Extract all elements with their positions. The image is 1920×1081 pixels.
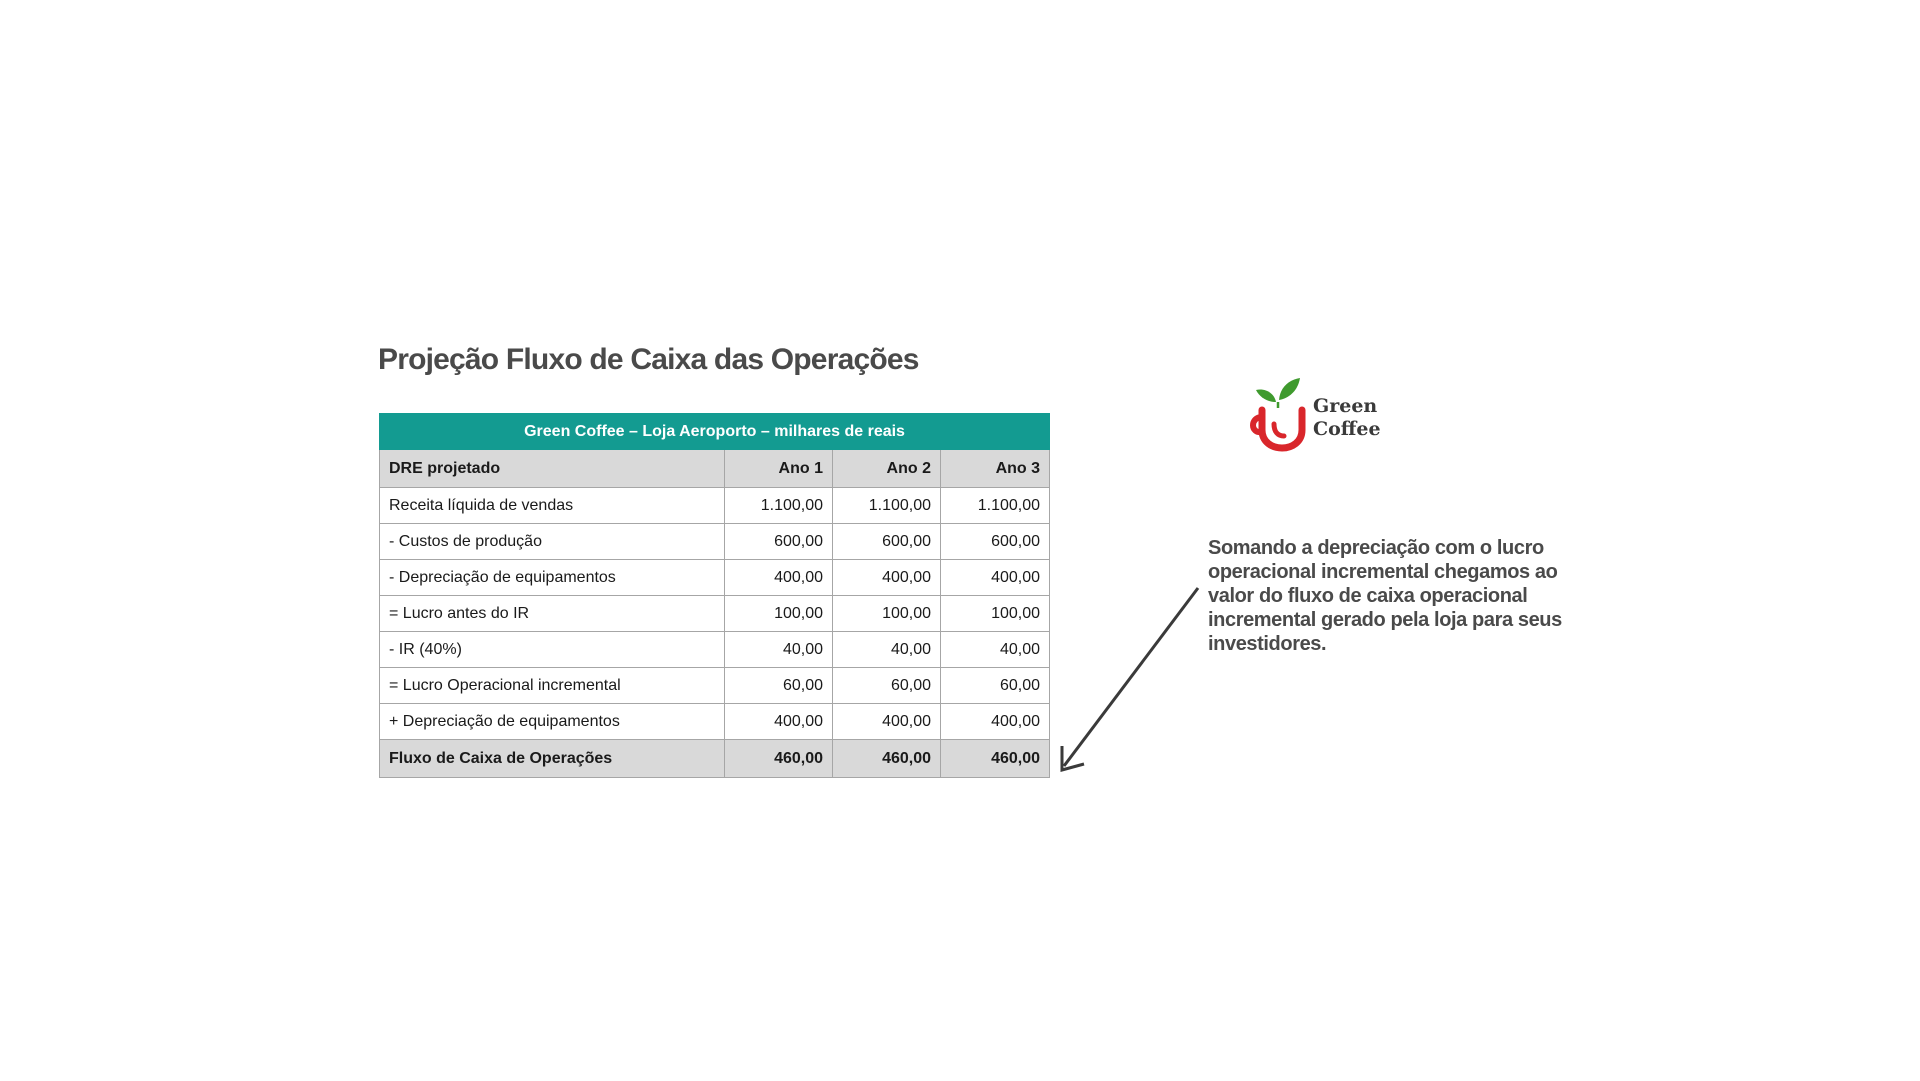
row-value: 400,00 xyxy=(832,703,941,740)
table-row: - IR (40%) 40,00 40,00 40,00 xyxy=(379,631,1051,668)
table-row: + Depreciação de equipamentos 400,00 400… xyxy=(379,703,1051,740)
header-cell: Ano 2 xyxy=(832,449,941,488)
row-value: 60,00 xyxy=(832,667,941,704)
row-value: 400,00 xyxy=(832,559,941,596)
pointer-arrow-icon xyxy=(1060,587,1200,772)
table-row: - Depreciação de equipamentos 400,00 400… xyxy=(379,559,1051,596)
row-value: 400,00 xyxy=(939,703,1051,740)
row-label: - Custos de produção xyxy=(379,523,725,560)
row-value: 60,00 xyxy=(939,667,1051,704)
logo-line-2: Coffee xyxy=(1313,418,1381,440)
row-value: 400,00 xyxy=(724,703,833,740)
table-row: = Lucro Operacional incremental 60,00 60… xyxy=(379,667,1051,704)
total-value: 460,00 xyxy=(832,739,941,778)
row-label: = Lucro antes do IR xyxy=(379,595,725,632)
table-row: - Custos de produção 600,00 600,00 600,0… xyxy=(379,523,1051,560)
table-total-row: Fluxo de Caixa de Operações 460,00 460,0… xyxy=(379,739,1051,778)
total-value: 460,00 xyxy=(724,739,833,778)
header-cell: Ano 3 xyxy=(939,449,1051,488)
total-label: Fluxo de Caixa de Operações xyxy=(379,739,725,778)
explanation-note: Somando a depreciação com o lucro operac… xyxy=(1208,537,1562,655)
row-value: 100,00 xyxy=(832,595,941,632)
total-value: 460,00 xyxy=(939,739,1051,778)
row-value: 40,00 xyxy=(939,631,1051,668)
row-value: 400,00 xyxy=(939,559,1051,596)
row-value: 1.100,00 xyxy=(939,487,1051,524)
row-value: 1.100,00 xyxy=(832,487,941,524)
row-value: 600,00 xyxy=(724,523,833,560)
row-value: 100,00 xyxy=(724,595,833,632)
table-caption: Green Coffee – Loja Aeroporto – milhares… xyxy=(378,413,1051,450)
table-row: Receita líquida de vendas 1.100,00 1.100… xyxy=(379,487,1051,524)
table-caption-row: Green Coffee – Loja Aeroporto – milhares… xyxy=(378,413,1051,450)
row-value: 40,00 xyxy=(832,631,941,668)
row-label: Receita líquida de vendas xyxy=(379,487,725,524)
coffee-cup-leaf-icon xyxy=(1250,378,1306,452)
logo-line-1: Green xyxy=(1313,395,1378,417)
page-title: Projeção Fluxo de Caixa das Operações xyxy=(378,343,919,376)
header-cell: Ano 1 xyxy=(724,449,833,488)
header-cell: DRE projetado xyxy=(379,449,725,488)
row-value: 40,00 xyxy=(724,631,833,668)
table-row: = Lucro antes do IR 100,00 100,00 100,00 xyxy=(379,595,1051,632)
row-label: - Depreciação de equipamentos xyxy=(379,559,725,596)
row-value: 100,00 xyxy=(939,595,1051,632)
row-label: - IR (40%) xyxy=(379,631,725,668)
dre-table: Green Coffee – Loja Aeroporto – milhares… xyxy=(378,413,1051,778)
row-label: + Depreciação de equipamentos xyxy=(379,703,725,740)
row-value: 60,00 xyxy=(724,667,833,704)
row-value: 600,00 xyxy=(939,523,1051,560)
table-header-row: DRE projetado Ano 1 Ano 2 Ano 3 xyxy=(379,449,1051,488)
row-label: = Lucro Operacional incremental xyxy=(379,667,725,704)
row-value: 1.100,00 xyxy=(724,487,833,524)
row-value: 400,00 xyxy=(724,559,833,596)
logo-text: Green Coffee xyxy=(1313,395,1381,441)
row-value: 600,00 xyxy=(832,523,941,560)
